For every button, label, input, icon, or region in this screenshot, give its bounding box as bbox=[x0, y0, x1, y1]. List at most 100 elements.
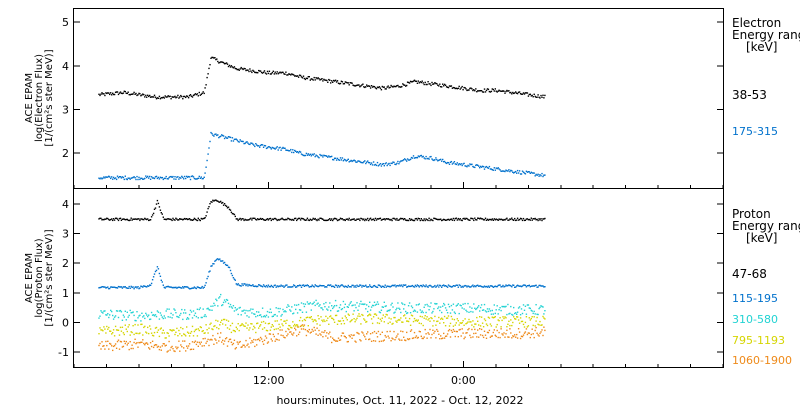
data-point-38-53 bbox=[468, 89, 470, 91]
data-point-795-1193 bbox=[532, 324, 534, 327]
data-point-310-580 bbox=[216, 299, 218, 302]
data-point-38-53 bbox=[498, 89, 500, 91]
data-point-175-315 bbox=[328, 155, 330, 157]
data-point-175-315 bbox=[303, 154, 306, 157]
data-point-795-1193 bbox=[497, 319, 499, 321]
data-point-310-580 bbox=[425, 311, 427, 314]
data-point-175-315 bbox=[272, 147, 274, 149]
data-point-795-1193 bbox=[327, 317, 329, 319]
data-point-1060-1900 bbox=[543, 326, 545, 328]
data-point-47-68 bbox=[484, 217, 487, 219]
data-point-175-315 bbox=[221, 134, 223, 136]
data-point-175-315 bbox=[257, 145, 259, 147]
data-point-1060-1900 bbox=[329, 331, 331, 333]
data-point-795-1193 bbox=[257, 322, 259, 324]
data-point-175-315 bbox=[407, 159, 410, 161]
data-point-47-68 bbox=[123, 218, 125, 220]
data-point-38-53 bbox=[269, 73, 272, 75]
data-point-1060-1900 bbox=[215, 339, 217, 341]
data-point-115-195 bbox=[300, 286, 303, 288]
data-point-47-68 bbox=[503, 218, 505, 221]
data-point-175-315 bbox=[544, 174, 546, 176]
data-point-47-68 bbox=[440, 218, 442, 220]
data-point-1060-1900 bbox=[474, 328, 476, 331]
data-point-310-580 bbox=[135, 320, 137, 322]
data-point-310-580 bbox=[188, 313, 191, 316]
data-point-38-53 bbox=[437, 84, 439, 86]
data-point-38-53 bbox=[332, 81, 334, 83]
data-point-310-580 bbox=[341, 308, 344, 310]
data-point-47-68 bbox=[475, 219, 477, 221]
data-point-38-53 bbox=[307, 76, 309, 78]
data-point-795-1193 bbox=[151, 334, 154, 337]
data-point-795-1193 bbox=[398, 318, 400, 321]
data-point-115-195 bbox=[119, 286, 122, 288]
data-point-1060-1900 bbox=[539, 332, 541, 335]
data-point-115-195 bbox=[527, 285, 530, 287]
data-point-795-1193 bbox=[186, 326, 188, 328]
data-point-115-195 bbox=[323, 285, 325, 287]
data-point-795-1193 bbox=[132, 325, 134, 327]
data-point-1060-1900 bbox=[397, 333, 399, 335]
data-point-47-68 bbox=[493, 218, 495, 220]
data-point-38-53 bbox=[121, 92, 124, 95]
data-point-115-195 bbox=[141, 285, 143, 288]
data-point-115-195 bbox=[495, 285, 497, 288]
data-point-795-1193 bbox=[333, 321, 336, 323]
data-point-175-315 bbox=[415, 156, 418, 159]
data-point-38-53 bbox=[525, 92, 528, 94]
data-point-175-315 bbox=[352, 160, 354, 162]
data-point-38-53 bbox=[465, 88, 467, 90]
data-point-38-53 bbox=[379, 87, 382, 89]
data-point-175-315 bbox=[211, 132, 213, 135]
data-point-1060-1900 bbox=[402, 330, 404, 333]
data-point-795-1193 bbox=[416, 320, 419, 322]
data-point-47-68 bbox=[245, 219, 247, 221]
data-point-115-195 bbox=[262, 284, 265, 286]
data-point-38-53 bbox=[197, 95, 199, 97]
data-point-115-195 bbox=[277, 286, 279, 288]
data-point-1060-1900 bbox=[315, 333, 317, 335]
data-point-38-53 bbox=[504, 92, 506, 94]
data-point-115-195 bbox=[187, 287, 190, 289]
data-point-175-315 bbox=[309, 153, 311, 155]
data-point-175-315 bbox=[429, 156, 431, 158]
data-point-1060-1900 bbox=[398, 338, 400, 340]
data-point-175-315 bbox=[338, 159, 341, 161]
data-point-795-1193 bbox=[181, 335, 183, 337]
data-point-47-68 bbox=[182, 219, 184, 221]
data-point-1060-1900 bbox=[283, 336, 285, 338]
data-point-795-1193 bbox=[289, 325, 291, 327]
data-point-310-580 bbox=[466, 310, 468, 313]
data-point-310-580 bbox=[411, 306, 414, 309]
data-point-1060-1900 bbox=[307, 331, 309, 333]
data-point-47-68 bbox=[171, 219, 173, 222]
data-point-310-580 bbox=[536, 313, 538, 315]
data-point-310-580 bbox=[527, 304, 530, 306]
data-point-795-1193 bbox=[437, 320, 439, 322]
data-point-795-1193 bbox=[402, 321, 404, 323]
data-point-175-315 bbox=[311, 153, 313, 155]
data-point-310-580 bbox=[528, 307, 530, 309]
data-point-38-53 bbox=[476, 91, 478, 93]
data-point-795-1193 bbox=[387, 322, 389, 325]
data-point-47-68 bbox=[405, 219, 407, 221]
data-point-1060-1900 bbox=[200, 341, 202, 343]
data-point-175-315 bbox=[282, 146, 284, 149]
data-point-47-68 bbox=[328, 218, 330, 221]
data-point-1060-1900 bbox=[438, 333, 440, 335]
data-point-1060-1900 bbox=[382, 340, 384, 342]
data-point-1060-1900 bbox=[363, 334, 365, 336]
data-point-115-195 bbox=[229, 269, 232, 272]
data-point-1060-1900 bbox=[259, 336, 262, 339]
data-point-47-68 bbox=[451, 219, 454, 221]
data-point-1060-1900 bbox=[498, 331, 500, 334]
data-point-38-53 bbox=[494, 88, 496, 90]
data-point-175-315 bbox=[266, 147, 269, 149]
data-point-115-195 bbox=[386, 285, 388, 287]
data-point-47-68 bbox=[502, 219, 504, 221]
data-point-310-580 bbox=[475, 308, 477, 311]
data-point-175-315 bbox=[158, 178, 161, 180]
data-point-795-1193 bbox=[510, 319, 512, 321]
data-point-310-580 bbox=[522, 304, 525, 306]
